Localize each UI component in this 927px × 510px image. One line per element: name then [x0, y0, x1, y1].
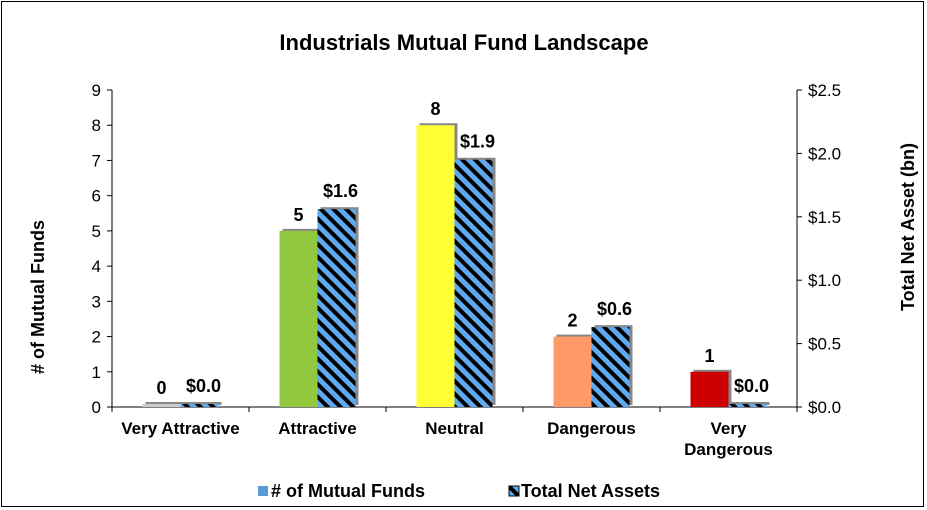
legend-swatch-assets — [508, 485, 520, 497]
y-tick-label: 4 — [92, 257, 101, 276]
chart-svg: Industrials Mutual Fund Landscape # of M… — [28, 30, 918, 501]
assets-bar — [591, 327, 630, 407]
bars-group — [142, 123, 770, 407]
assets-bar — [317, 209, 356, 407]
y-axis-label: # of Mutual Funds — [28, 220, 48, 374]
x-tick-label: Neutral — [425, 419, 484, 438]
funds-data-label: 5 — [293, 205, 303, 225]
assets-data-label: $1.9 — [460, 132, 495, 152]
y-tick-label: 1 — [92, 363, 101, 382]
assets-data-label: $0.0 — [734, 376, 769, 396]
y-tick-label: 2 — [92, 328, 101, 347]
x-tick-label: Dangerous — [684, 440, 773, 459]
y-tick-label: 9 — [92, 81, 101, 100]
legend-label-funds: # of Mutual Funds — [271, 481, 425, 501]
funds-bar-shadow — [145, 402, 184, 405]
y-tick-label: 3 — [92, 292, 101, 311]
assets-data-label: $0.6 — [597, 299, 632, 319]
y2-tick-label: $2.5 — [808, 81, 841, 100]
y2-tick-label: $2.0 — [808, 144, 841, 163]
funds-bar — [142, 404, 181, 407]
y2-tick-label: $1.0 — [808, 271, 841, 290]
assets-bar-shadow — [183, 402, 222, 405]
legend-swatch-funds — [258, 486, 268, 496]
labels-group: 0 $0.0 5 $1.6 8 $1.9 2 $0.6 1 $0.0 — [156, 99, 769, 398]
funds-bar — [416, 125, 455, 407]
y2-tick-label: $1.5 — [808, 208, 841, 227]
y-tick-label: 0 — [92, 398, 101, 417]
legend-label-assets: Total Net Assets — [521, 481, 660, 501]
funds-bar — [690, 371, 729, 407]
chart-title: Industrials Mutual Fund Landscape — [279, 30, 648, 55]
assets-bar — [728, 404, 767, 407]
y2-tick-label: $0.0 — [808, 398, 841, 417]
assets-bar-shadow — [731, 402, 770, 405]
funds-data-label: 1 — [704, 346, 714, 366]
funds-data-label: 8 — [430, 99, 440, 119]
axes-group: 0 1 2 3 4 5 6 7 8 9 $0.0 $0.5 $1.0 $1.5 $2.0 $2.5 Very A… — [92, 81, 842, 459]
funds-bar — [553, 336, 592, 407]
x-tick-label: Dangerous — [547, 419, 636, 438]
x-tick-label: Attractive — [278, 419, 356, 438]
y-tick-label: 8 — [92, 116, 101, 135]
funds-data-label: 0 — [156, 378, 166, 398]
funds-data-label: 2 — [567, 311, 577, 331]
assets-bar — [454, 159, 493, 407]
x-tick-label: Very Attractive — [121, 419, 239, 438]
y-tick-label: 7 — [92, 151, 101, 170]
y-tick-label: 6 — [92, 187, 101, 206]
y-tick-label: 5 — [92, 222, 101, 241]
assets-bar — [180, 404, 219, 407]
legend: # of Mutual Funds Total Net Assets — [258, 481, 660, 501]
assets-data-label: $1.6 — [323, 181, 358, 201]
assets-data-label: $0.0 — [186, 376, 221, 396]
y2-tick-label: $0.5 — [808, 335, 841, 354]
x-tick-label: Very — [711, 419, 747, 438]
y2-axis-label: Total Net Asset (bn) — [898, 143, 918, 311]
funds-bar — [279, 230, 318, 407]
